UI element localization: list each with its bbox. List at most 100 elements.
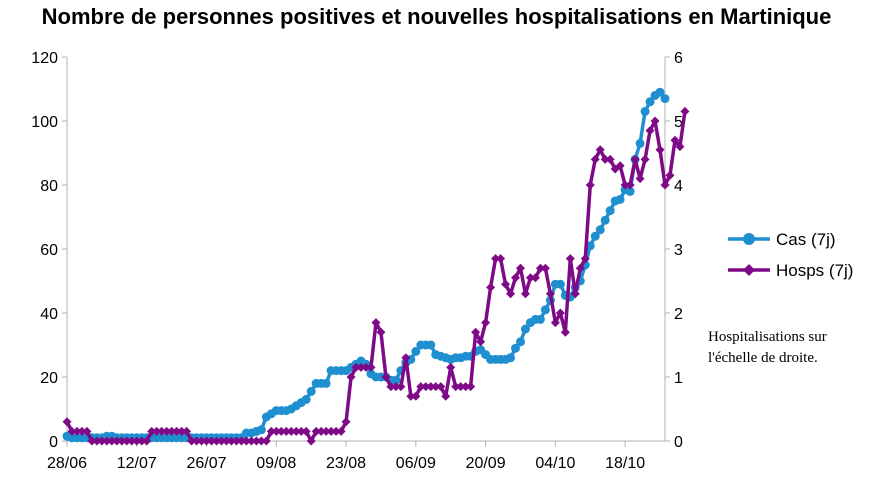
hosps-point-series-point	[92, 436, 102, 446]
hosps-point-series-point	[202, 436, 212, 446]
hosps-point-series-point	[197, 436, 207, 446]
chart-axes	[66, 57, 666, 442]
left-tick-label: 40	[40, 306, 58, 323]
hosps-point-series-point	[575, 263, 585, 273]
legend-hosps-marker	[743, 264, 755, 276]
x-tick-label: 09/08	[256, 455, 296, 472]
cas-point-series-point	[411, 346, 421, 356]
hosps-point-series-point	[276, 426, 286, 436]
hosps-point-series-point	[231, 436, 241, 446]
hosps-point-series-point	[216, 436, 226, 446]
right-tick-label: 5	[674, 114, 683, 131]
hosps-point-series-point	[680, 106, 690, 116]
hosps-point-series-point	[107, 436, 117, 446]
hosps-point-series-point	[226, 436, 236, 446]
hosps-point-series-point	[361, 362, 371, 372]
hosps-point-series-point	[82, 426, 92, 436]
hosps-point-series-point	[650, 116, 660, 126]
x-tick-label: 04/10	[535, 455, 575, 472]
cas-point-series-point	[640, 106, 650, 116]
hosps-point-series-point	[506, 289, 516, 299]
hosps-point-series-point	[296, 426, 306, 436]
hosps-point-series-point	[152, 426, 162, 436]
hosps-point-series-point	[635, 174, 645, 184]
hosps-point-series-point	[476, 337, 486, 347]
hosps-point-series-point	[605, 154, 615, 164]
cas-point-series-point	[426, 340, 436, 350]
hosps-point-series-point	[97, 436, 107, 446]
x-tick-label: 23/08	[326, 455, 366, 472]
hosps-point-series-point	[336, 426, 346, 436]
hosps-point-series-point	[366, 362, 376, 372]
cas-point-series-point	[321, 378, 331, 388]
hosps-point-series-point	[346, 372, 356, 382]
cas-point-series-point	[506, 353, 516, 363]
hosps-point-series-point	[157, 426, 167, 436]
cas-point-series-point	[391, 375, 401, 385]
x-axis-ticks: 28/06 12/07 26/07 09/08 23/08 06/09 20/09 04/10…	[47, 441, 645, 472]
hosps-point-series-point	[246, 436, 256, 446]
left-tick-label: 0	[49, 434, 58, 451]
hosps-point-series-point	[147, 426, 157, 436]
hosps-point-series-point	[167, 426, 177, 436]
hosps-point-series-point	[640, 154, 650, 164]
hosps-point-series-point	[311, 426, 321, 436]
hosps-point-series-point	[570, 289, 580, 299]
cas-point-series-point	[635, 138, 645, 148]
cas-point-series-point	[520, 324, 530, 334]
cas-point-series-point	[605, 206, 615, 216]
hosps-point-series-point	[515, 263, 525, 273]
legend: Cas (7j) Hosps (7j)	[728, 230, 853, 280]
left-tick-label: 100	[31, 114, 58, 131]
hosps-point-series-point	[261, 436, 271, 446]
cas-point-series-point	[600, 215, 610, 225]
hosps-point-series-point	[132, 436, 142, 446]
hosps-point-series-point	[511, 273, 520, 283]
hosps-point-series-point	[376, 327, 386, 337]
x-tick-label: 20/09	[466, 455, 506, 472]
hosps-point-series-point	[540, 263, 550, 273]
left-tick-label: 60	[40, 242, 58, 259]
left-tick-label: 80	[40, 178, 58, 195]
hosps-point-series-point	[466, 382, 476, 392]
hosps-point-series-point	[351, 362, 361, 372]
cas-point-series-point	[590, 231, 600, 241]
hosps-point-series-point	[207, 436, 217, 446]
hosps-point-series-point	[530, 273, 540, 283]
cas-point-series-point	[555, 279, 565, 289]
hosps-point-series-point	[331, 426, 341, 436]
cas-point-series-point	[625, 186, 635, 196]
left-tick-label: 120	[31, 50, 58, 67]
hosps-point-series-point	[241, 436, 251, 446]
hosps-point-series-point	[301, 426, 311, 436]
hosps-point-series-point	[496, 254, 506, 264]
hosps-point-series-point	[585, 180, 595, 190]
hosps-point-series-point	[441, 391, 451, 401]
hosps-point-series-point	[266, 426, 276, 436]
hosps-point-series-point	[501, 279, 511, 289]
hosps-point-series-point	[421, 382, 431, 392]
hosps-point-series-point	[87, 436, 97, 446]
hosps-point-series-point	[655, 145, 665, 155]
hosps-point-series-point	[321, 426, 331, 436]
x-tick-label: 26/07	[187, 455, 227, 472]
axis-note: Hospitalisations sur l'échelle de droite…	[708, 329, 827, 366]
hosps-point-series-point	[560, 327, 570, 337]
hosps-point-series-point	[117, 436, 127, 446]
hosps-point-series-point	[416, 382, 426, 392]
series-cas	[62, 87, 670, 443]
cas-point-series-point	[595, 225, 605, 235]
legend-hosps-label: Hosps (7j)	[776, 261, 853, 280]
cas-point-series-point	[540, 305, 550, 315]
hosps-point-series-point	[675, 142, 685, 152]
hosps-point-series-point	[411, 391, 421, 401]
hosps-point-series-point	[600, 154, 610, 164]
cas-point-series-point	[306, 386, 316, 396]
hosps-point-series-point	[112, 436, 122, 446]
chart-title: Nombre de personnes positives et nouvell…	[41, 4, 832, 29]
hosps-point-series-point	[401, 353, 411, 363]
hosps-point-series-point	[451, 382, 461, 392]
hosps-point-series-point	[461, 382, 471, 392]
hosps-point-series-point	[491, 254, 501, 264]
hosps-point-series-point	[162, 426, 172, 436]
